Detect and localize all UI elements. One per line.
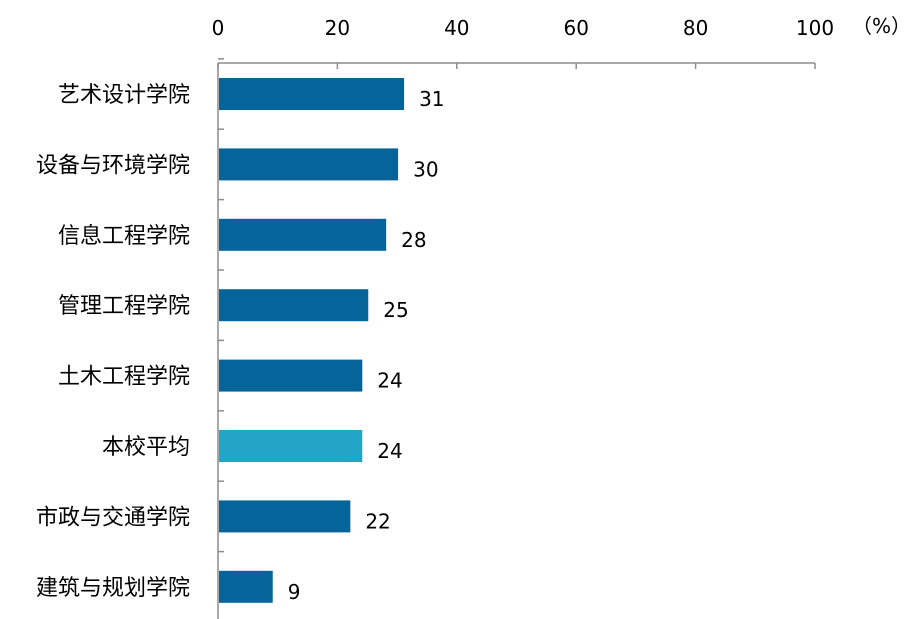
data-label: 31 xyxy=(419,87,444,111)
bar xyxy=(219,359,363,392)
category-label: 土木工程学院 xyxy=(58,365,190,390)
bar xyxy=(219,570,273,603)
category-label: 市政与交通学院 xyxy=(36,505,190,530)
category-label: 设备与环境学院 xyxy=(36,153,190,178)
bar xyxy=(219,430,363,462)
data-label: 24 xyxy=(377,439,402,463)
x-tick-label: 40 xyxy=(444,16,469,40)
bar xyxy=(219,218,387,251)
category-label: 艺术设计学院 xyxy=(58,83,190,108)
bar xyxy=(219,78,405,110)
unit-label: （%） xyxy=(852,14,911,38)
data-labels: 31 30 28 25 24 24 22 9 xyxy=(288,87,445,604)
x-axis-ticks: 0 20 40 60 80 100 xyxy=(212,16,834,40)
x-tick-label: 20 xyxy=(325,16,350,40)
data-label: 9 xyxy=(288,580,301,604)
category-labels: 艺术设计学院设备与环境学院信息工程学院管理工程学院土木工程学院本校平均市政与交通… xyxy=(36,83,190,601)
data-label: 28 xyxy=(401,228,426,252)
bars xyxy=(219,78,405,603)
bar xyxy=(219,289,369,322)
bar xyxy=(219,148,399,181)
x-tick-label: 80 xyxy=(683,16,708,40)
category-label: 本校平均 xyxy=(102,435,190,460)
category-label: 建筑与规划学院 xyxy=(36,576,190,601)
x-tick-label: 0 xyxy=(212,16,225,40)
data-label: 25 xyxy=(383,298,408,322)
axes xyxy=(217,58,816,619)
category-label: 管理工程学院 xyxy=(58,294,190,319)
x-tick-label: 100 xyxy=(796,16,834,40)
data-label: 22 xyxy=(365,509,390,533)
data-label: 24 xyxy=(377,369,402,393)
x-tick-label: 60 xyxy=(563,16,588,40)
category-label: 信息工程学院 xyxy=(58,224,190,249)
bar xyxy=(219,500,351,533)
data-label: 30 xyxy=(413,157,438,181)
